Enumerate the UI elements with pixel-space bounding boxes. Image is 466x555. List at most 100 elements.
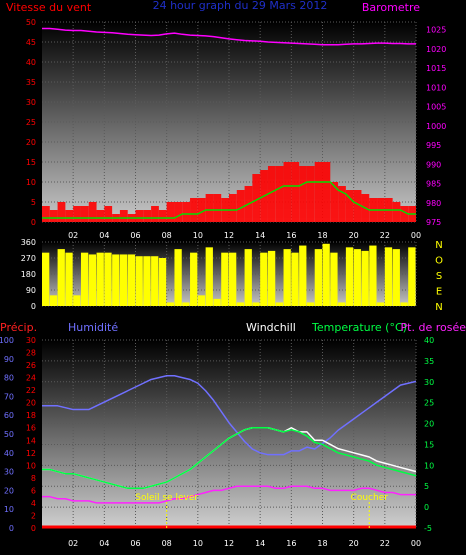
hour-tick: 00 (411, 231, 421, 240)
direction-bar (213, 298, 221, 306)
precip-tick: 2 (31, 511, 36, 520)
wind-speed-bar (166, 202, 175, 222)
direction-bar (158, 258, 167, 306)
wind-speed-bar (143, 210, 152, 222)
precip-tick: 0 (31, 524, 36, 533)
pressure-tick: 990 (426, 160, 441, 169)
direction-bar (338, 302, 346, 306)
direction-bar (392, 249, 400, 306)
direction-panel-series (42, 243, 416, 306)
pressure-axis: 975 980 985 990 995 1000 1005 1010 1015 1020 1025 (426, 26, 446, 227)
direction-bar (57, 249, 65, 306)
direction-bar (112, 254, 120, 306)
legend-precip: Précip. (0, 321, 37, 334)
wind-speed-bar (135, 210, 144, 222)
pressure-tick: 1005 (426, 103, 446, 112)
wind-panel-hour-axis: 02 04 06 08 10 12 14 16 18 20 22 00 (68, 231, 421, 240)
direction-bar (361, 250, 369, 306)
direction-bar (260, 252, 268, 306)
wind-speed-bar (174, 202, 183, 222)
humidity-tick: 40 (4, 449, 14, 458)
temperature-panel-hour-axis: 02 04 06 08 10 12 14 16 18 20 22 00 (68, 539, 421, 548)
wind-speed-bar (96, 210, 105, 222)
wind-speed-bar (229, 194, 237, 222)
sunset-label: Coucher (351, 493, 389, 503)
legend-humidity: Humidité (68, 321, 118, 334)
direction-bar (306, 302, 315, 306)
humidity-tick: 50 (4, 430, 14, 439)
hour-tick: 02 (68, 539, 78, 548)
temperature-tick: -5 (424, 524, 432, 533)
temperature-tick: 20 (424, 420, 434, 429)
wind-speed-bar (236, 190, 245, 222)
temperature-tick: 40 (424, 336, 434, 345)
hour-tick: 22 (380, 539, 390, 548)
wind-speed-bar (213, 194, 222, 222)
hour-tick: 06 (130, 231, 140, 240)
temperature-tick: 10 (424, 461, 434, 470)
direction-bar (252, 302, 260, 306)
precip-tick: 16 (26, 424, 36, 433)
pressure-axis-label: Barometre (362, 1, 420, 14)
hour-tick: 00 (411, 539, 421, 548)
hour-tick: 16 (286, 539, 296, 548)
wind-speed-axis: 0 5 10 15 20 25 30 35 40 45 50 (26, 18, 36, 227)
sun-markers: Soleil se lever Coucher (135, 493, 388, 528)
wind-speed-bar (73, 206, 81, 222)
direction-bar (42, 252, 50, 306)
chart-title: 24 hour graph du 29 Mars 2012 (153, 0, 328, 12)
wind-speed-bar (345, 190, 354, 222)
compass-label: E (436, 287, 442, 298)
direction-bar (221, 252, 229, 306)
direction-bar (190, 252, 198, 306)
wind-speed-bar (57, 202, 66, 222)
direction-tick: 360 (21, 238, 36, 247)
direction-tick: 270 (21, 254, 36, 263)
precip-tick: 20 (26, 399, 36, 408)
pressure-tick: 995 (426, 141, 441, 150)
direction-tick: 0 (31, 302, 36, 311)
wind-speed-bar (88, 202, 97, 222)
direction-bar (275, 302, 284, 306)
humidity-tick: 20 (4, 486, 14, 495)
direction-bar (65, 252, 73, 306)
wind-speed-bar (80, 206, 89, 222)
sunrise-label: Soleil se lever (135, 493, 198, 503)
direction-bar (384, 247, 393, 306)
legend-dewpoint: Pt. de rosée (401, 321, 466, 334)
wind-speed-bar (392, 202, 401, 222)
humidity-tick: 80 (4, 374, 14, 383)
direction-bar (166, 302, 174, 306)
legend-windchill: Windchill (246, 321, 296, 334)
hour-tick: 10 (193, 231, 203, 240)
pressure-tick: 975 (426, 218, 441, 227)
humidity-tick: 90 (4, 355, 14, 364)
wind-speed-bar (205, 194, 214, 222)
wind-speed-tick: 30 (26, 98, 36, 107)
direction-bar (73, 295, 81, 306)
direction-tick: 180 (21, 270, 36, 279)
wind-speed-bar (291, 162, 300, 222)
wind-speed-tick: 25 (26, 118, 36, 127)
direction-bar (322, 243, 330, 306)
pressure-tick: 980 (426, 199, 441, 208)
hour-tick: 20 (349, 539, 359, 548)
temperature-axis: -5 0 5 10 15 20 25 30 35 40 (424, 336, 434, 533)
hour-tick: 08 (162, 539, 172, 548)
direction-bar (299, 245, 307, 306)
precip-tick: 14 (26, 436, 36, 445)
humidity-tick: 100 (0, 336, 14, 345)
humidity-axis: 0 10 20 30 40 50 60 70 80 90 100 (0, 336, 14, 533)
precip-tick: 22 (26, 386, 36, 395)
direction-bar (205, 247, 213, 306)
pressure-line (42, 27, 416, 46)
direction-bar (49, 295, 58, 306)
direction-bar (182, 302, 190, 306)
wind-speed-tick: 5 (31, 198, 36, 207)
hour-tick: 12 (224, 231, 234, 240)
hour-tick: 18 (317, 231, 327, 240)
wind-speed-bar (197, 198, 206, 222)
direction-bar (408, 247, 416, 306)
